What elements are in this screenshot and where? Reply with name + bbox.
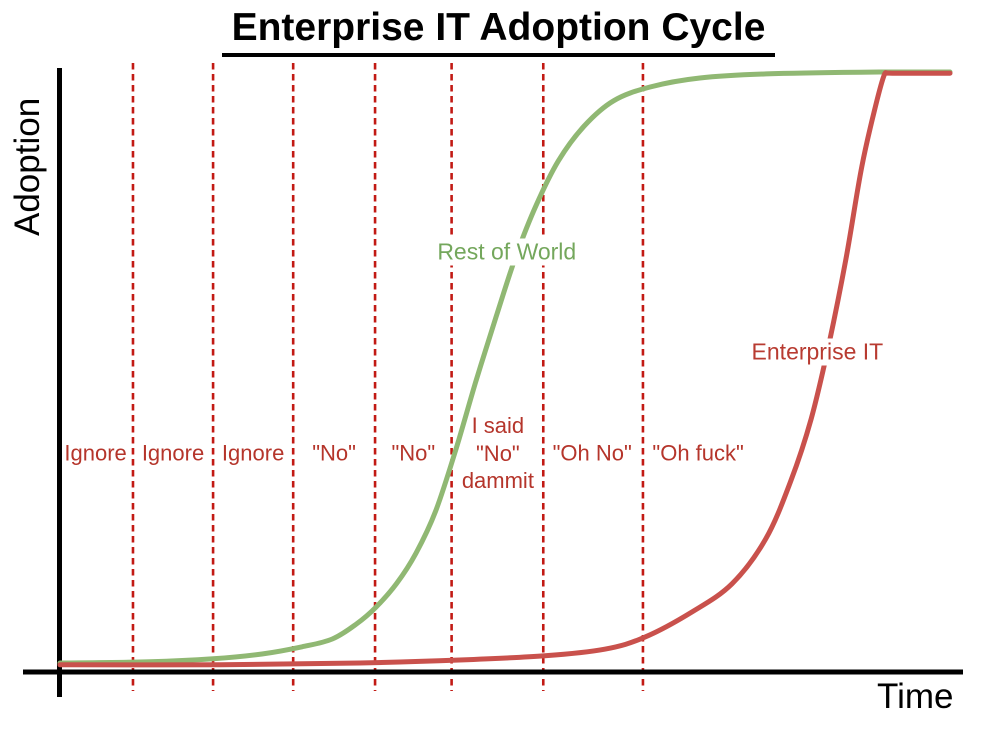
page-title: Enterprise IT Adoption Cycle — [0, 6, 997, 57]
zone-label: "No" — [312, 440, 356, 466]
series-label-enterprise-it: Enterprise IT — [747, 338, 888, 366]
series-label-rest-of-world: Rest of World — [433, 238, 581, 266]
zone-label: "Oh fuck" — [652, 440, 744, 466]
zone-label: "Oh No" — [552, 440, 632, 466]
zone-label: I said "No" dammit — [461, 412, 534, 493]
zone-label: "No" — [391, 440, 436, 466]
zone-divider-lines — [131, 63, 645, 691]
x-axis-label: Time — [877, 677, 954, 716]
page-title-text: Enterprise IT Adoption Cycle — [221, 6, 776, 57]
series-curves — [57, 69, 953, 668]
zone-label: Ignore — [141, 440, 205, 466]
curve-rest-of-world — [57, 69, 953, 666]
zone-label: Ignore — [221, 440, 285, 466]
zone-label: Ignore — [64, 440, 127, 466]
curve-enterprise-it — [57, 70, 953, 668]
